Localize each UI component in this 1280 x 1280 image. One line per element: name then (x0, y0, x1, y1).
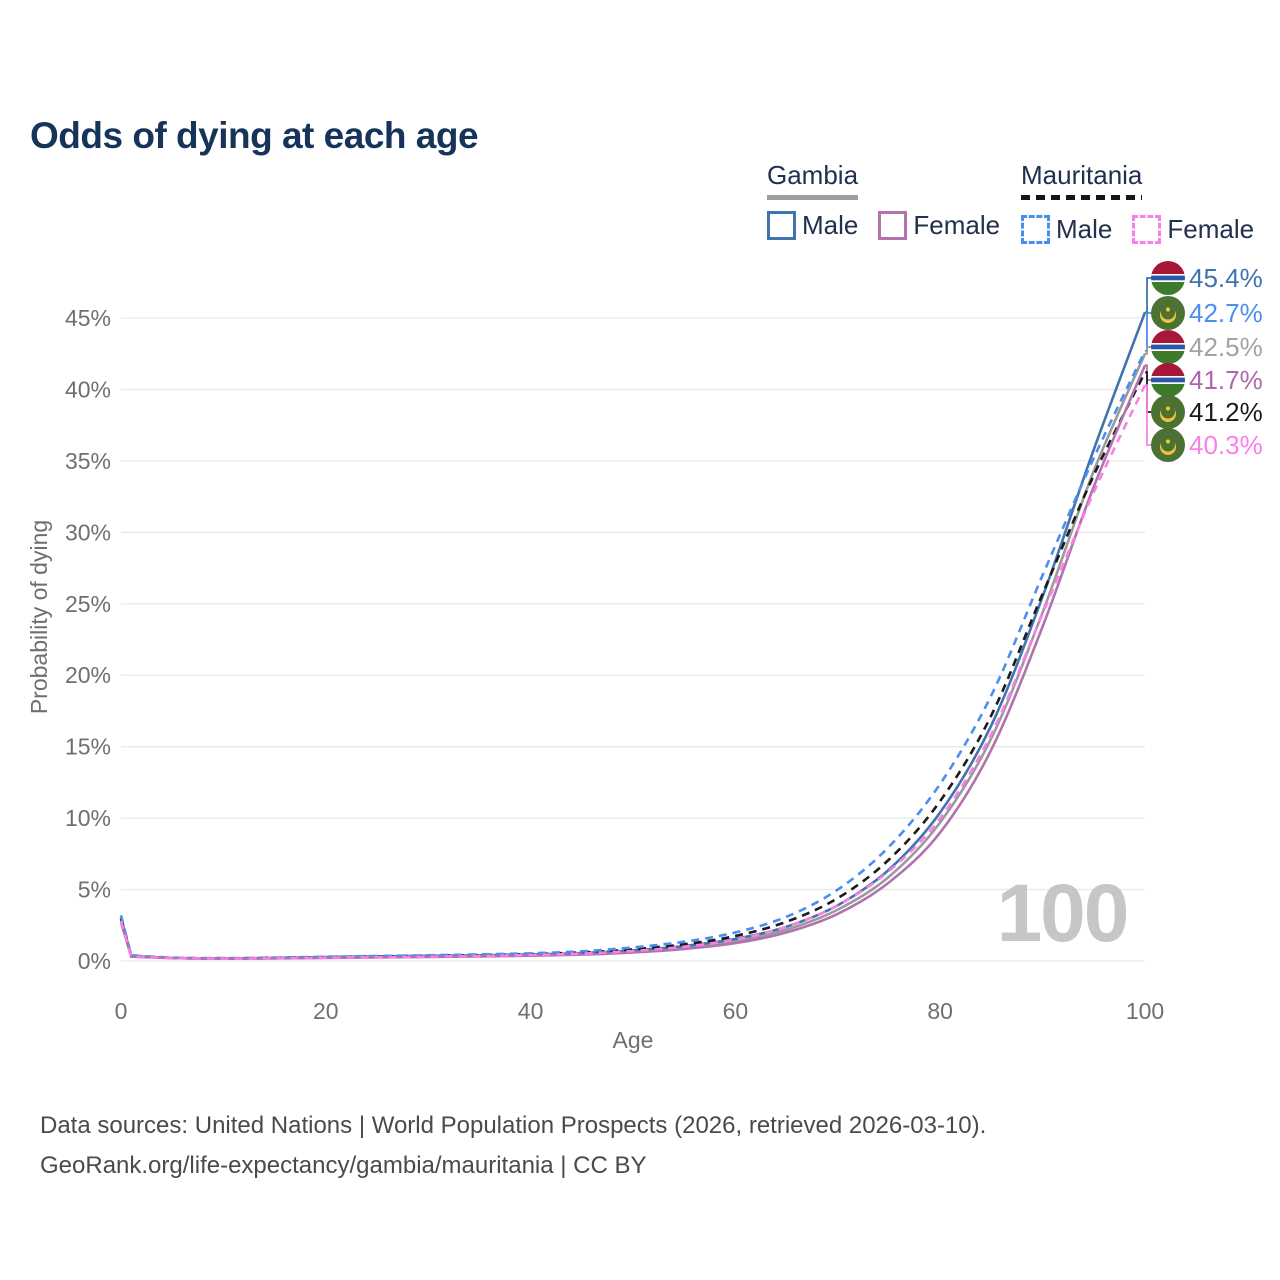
x-tick-label: 80 (927, 998, 953, 1024)
mauritania-flag-icon (1151, 428, 1185, 462)
end-label-gambia-both: 42.5% (1151, 330, 1263, 364)
end-label-value: 41.7% (1189, 365, 1263, 395)
y-tick-label: 0% (78, 948, 111, 974)
gambia-male-swatch-icon (767, 211, 796, 240)
end-label-connector (1145, 384, 1152, 446)
gambia-flag-icon (1151, 363, 1185, 397)
mauritania-flag-icon (1151, 395, 1185, 429)
legend-item-label: Female (913, 210, 1001, 240)
end-label-mauritania-male: 42.7% (1151, 296, 1263, 330)
page-title: Odds of dying at each age (30, 114, 479, 156)
x-tick-label: 100 (1126, 998, 1164, 1024)
x-tick-label: 20 (313, 998, 339, 1024)
end-label-connector (1145, 277, 1152, 314)
y-tick-label: 45% (65, 305, 111, 331)
end-label-connector (1145, 312, 1152, 352)
y-tick-label: 15% (65, 734, 111, 760)
x-axis-title: Age (613, 1027, 654, 1053)
y-tick-label: 5% (78, 877, 111, 903)
y-tick-label: 35% (65, 448, 111, 474)
mauritania-male-swatch-icon (1021, 215, 1050, 244)
series-line-gambia-female[interactable] (119, 364, 1147, 961)
footer-attribution: GeoRank.org/life-expectancy/gambia/mauri… (40, 1152, 647, 1179)
end-label-value: 45.4% (1189, 263, 1263, 293)
legend-group-mauritania: Mauritania Male Female (1021, 160, 1254, 245)
mauritania-flag-icon (1151, 296, 1185, 330)
y-tick-label: 20% (65, 662, 111, 688)
legend-item-gambia-female[interactable]: Female (878, 210, 1000, 241)
series-line-mauritania-male[interactable] (119, 350, 1147, 960)
end-label-connector (1145, 346, 1152, 355)
series-line-mauritania-female[interactable] (119, 384, 1147, 960)
legend-item-mauritania-female[interactable]: Female (1132, 214, 1254, 245)
legend-item-gambia-male[interactable]: Male (767, 210, 858, 241)
end-label-gambia-male: 45.4% (1151, 261, 1263, 295)
y-axis-title: Probability of dying (26, 520, 52, 714)
legend-item-label: Female (1167, 214, 1255, 244)
end-label-mauritania-both: 41.2% (1151, 395, 1263, 429)
series-line-gambia-male[interactable] (119, 311, 1147, 960)
end-label-gambia-female: 41.7% (1151, 363, 1263, 397)
legend-item-label: Male (802, 210, 859, 240)
x-tick-label: 60 (723, 998, 749, 1024)
gambia-female-swatch-icon (878, 211, 908, 240)
end-label-value: 41.2% (1189, 397, 1263, 427)
legend-item-mauritania-male[interactable]: Male (1021, 214, 1112, 245)
footer-data-sources: Data sources: United Nations | World Pop… (40, 1112, 987, 1139)
end-label-mauritania-female: 40.3% (1151, 428, 1263, 462)
legend-group-gambia: Gambia Male Female (767, 160, 1000, 241)
legend-item-label: Male (1056, 214, 1113, 244)
x-tick-label: 40 (518, 998, 544, 1024)
series-line-mauritania-both[interactable] (119, 371, 1147, 960)
footer: Data sources: United Nations | World Pop… (40, 1106, 986, 1186)
end-label-value: 42.7% (1189, 298, 1263, 328)
legend-country-gambia[interactable]: Gambia (767, 160, 859, 200)
mauritania-female-swatch-icon (1132, 215, 1162, 244)
gambia-flag-icon (1151, 330, 1185, 364)
y-tick-label: 40% (65, 376, 111, 402)
end-label-value: 42.5% (1189, 332, 1263, 362)
y-tick-label: 10% (65, 805, 111, 831)
end-label-value: 40.3% (1189, 430, 1263, 460)
y-tick-label: 25% (65, 591, 111, 617)
age-watermark: 100 (997, 868, 1128, 959)
legend: Gambia Male Female Mauritania Male Femal… (0, 160, 1280, 250)
end-label-connector (1145, 371, 1152, 413)
gambia-flag-icon (1151, 261, 1185, 295)
y-tick-label: 30% (65, 519, 111, 545)
series-line-gambia-both[interactable] (119, 353, 1147, 960)
x-tick-label: 0 (115, 998, 128, 1024)
legend-country-mauritania[interactable]: Mauritania (1021, 160, 1142, 204)
